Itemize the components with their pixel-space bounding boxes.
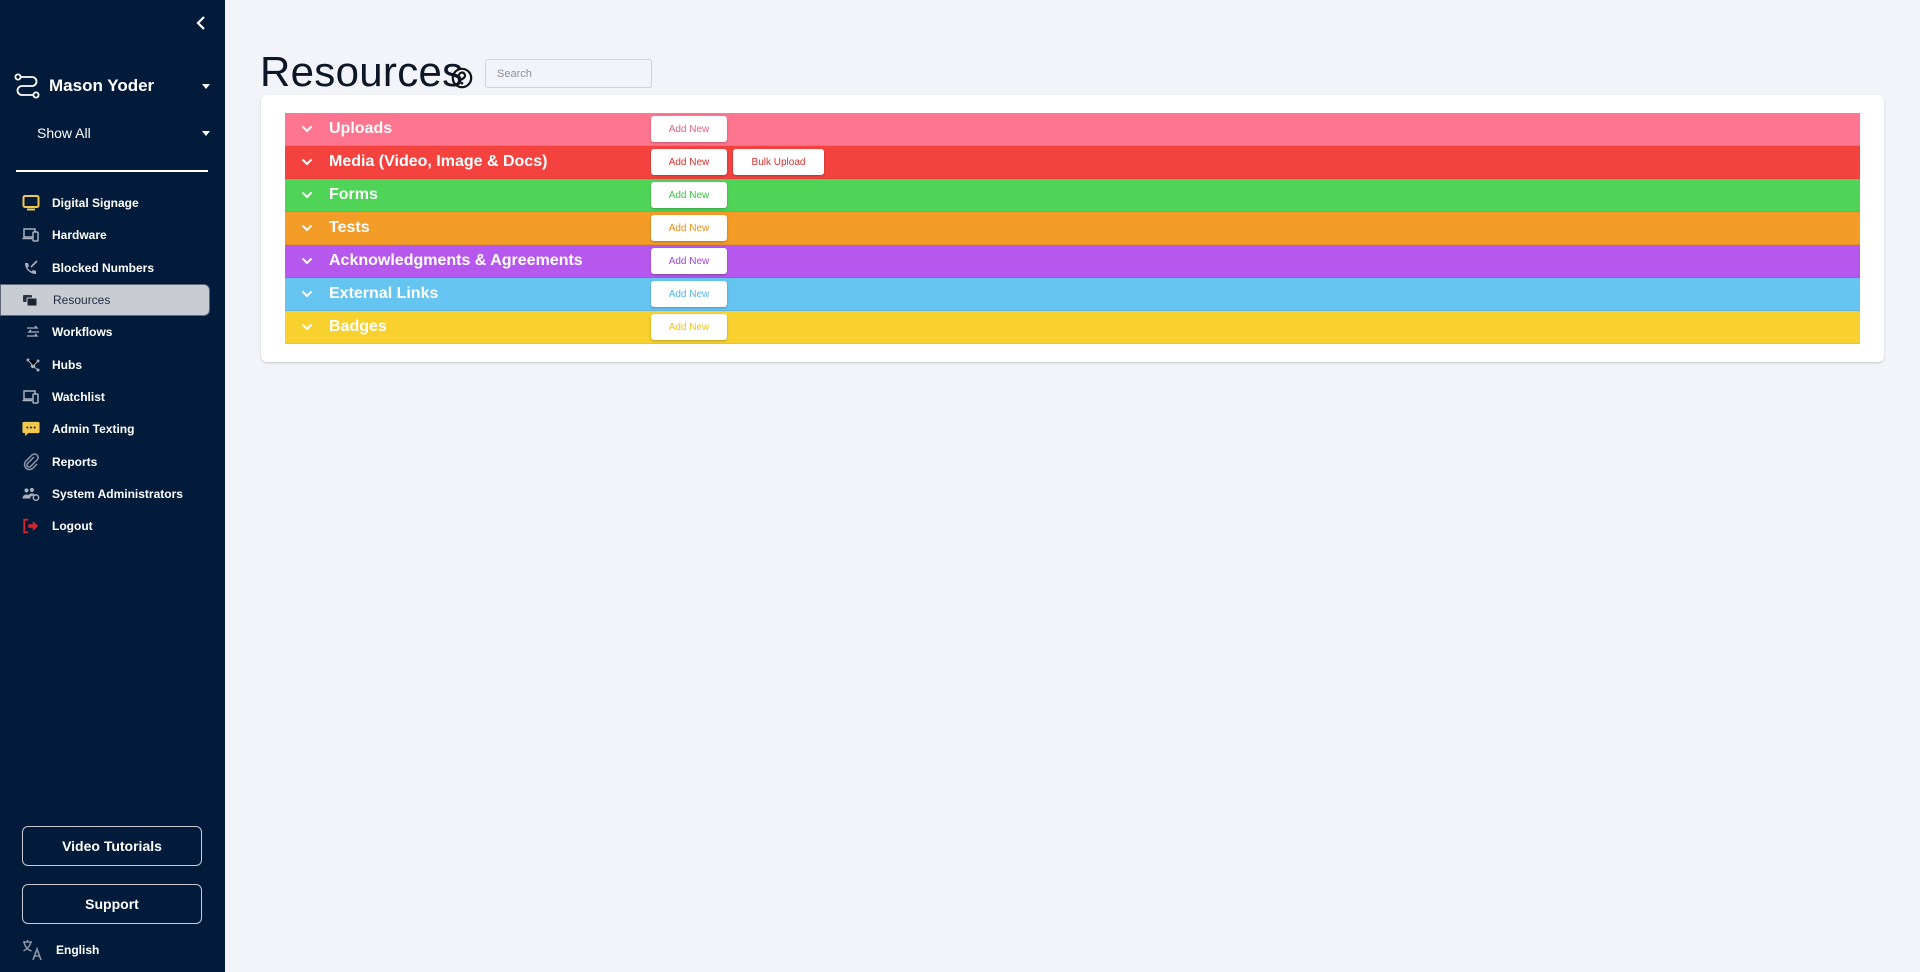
folders-icon [21,291,39,309]
add-new-button[interactable]: Add New [651,215,727,241]
add-new-button[interactable]: Add New [651,281,727,307]
bulk-upload-button[interactable]: Bulk Upload [733,149,824,175]
section-uploads: Uploads Add New [285,113,1860,146]
chevron-down-icon[interactable] [300,221,314,235]
add-new-button[interactable]: Add New [651,116,727,142]
workflow-icon [26,323,40,341]
sidebar-item-label: Hardware [52,228,107,243]
section-title[interactable]: External Links [329,285,439,302]
section-external-links: External Links Add New [285,278,1860,311]
sidebar-divider [16,170,208,172]
sidebar-item-blocked-numbers[interactable]: Blocked Numbers [0,252,225,284]
sidebar-item-label: Workflows [52,325,113,340]
sidebar: Mason Yoder Show All Digital Signage Har… [0,0,225,972]
hub-icon [26,356,40,374]
sidebar-item-logout[interactable]: Logout [0,510,225,542]
translate-icon [23,940,42,961]
collapse-sidebar-button[interactable] [192,12,210,34]
section-title[interactable]: Uploads [329,120,393,137]
section-forms: Forms Add New [285,179,1860,212]
video-tutorials-button[interactable]: Video Tutorials [22,826,202,866]
chevron-down-icon[interactable] [300,254,314,268]
caret-down-icon [202,130,210,136]
chevron-down-icon[interactable] [300,188,314,202]
language-selector[interactable]: English [22,938,99,962]
sidebar-item-label: Hubs [52,357,82,372]
organization-selector[interactable]: Mason Yoder [14,72,210,100]
resource-sections: Uploads Add New Media (Video, Image & Do… [285,113,1860,344]
users-gear-icon [22,485,40,503]
sidebar-item-watchlist[interactable]: Watchlist [0,381,225,413]
sidebar-item-admin-texting[interactable]: Admin Texting [0,413,225,445]
sidebar-item-system-administrators[interactable]: System Administrators [0,478,225,510]
support-button[interactable]: Support [22,884,202,924]
sidebar-nav: Digital Signage Hardware Blocked Numbers… [0,187,225,542]
sidebar-item-resources[interactable]: Resources [0,283,210,317]
organization-name: Mason Yoder [49,76,155,95]
search-input[interactable] [485,59,652,88]
chevron-down-icon[interactable] [300,320,314,334]
help-circle-icon[interactable] [451,67,473,89]
section-title[interactable]: Tests [329,219,370,236]
phone-blocked-icon [22,259,40,277]
sidebar-item-label: Resources [53,293,111,308]
section-media: Media (Video, Image & Docs) Add New Bulk… [285,146,1860,179]
sidebar-item-label: Digital Signage [52,196,139,211]
monitor-icon [22,194,40,212]
logout-icon [22,517,40,535]
add-new-button[interactable]: Add New [651,248,727,274]
sidebar-item-workflows[interactable]: Workflows [0,316,225,348]
sidebar-item-label: Admin Texting [52,422,135,437]
section-title[interactable]: Acknowledgments & Agreements [329,252,583,269]
devices-icon [22,226,40,244]
section-badges: Badges Add New [285,311,1860,344]
section-acknowledgments: Acknowledgments & Agreements Add New [285,245,1860,278]
sidebar-item-label: Watchlist [52,389,105,404]
route-icon [14,73,40,99]
main-content: Resources Uploads Add New Media (Video, … [225,0,1920,972]
sidebar-item-label: Reports [52,454,98,469]
section-title[interactable]: Forms [329,186,378,203]
chevron-down-icon[interactable] [300,122,314,136]
chat-icon [22,420,40,438]
sidebar-item-hubs[interactable]: Hubs [0,348,225,380]
add-new-button[interactable]: Add New [651,149,727,175]
language-label: English [56,943,100,957]
sidebar-item-hardware[interactable]: Hardware [0,219,225,251]
chevron-down-icon[interactable] [300,155,314,169]
resources-card: Uploads Add New Media (Video, Image & Do… [261,95,1884,362]
devices-icon [22,388,40,406]
section-tests: Tests Add New [285,212,1860,245]
page-title: Resources [260,48,464,95]
chevron-down-icon[interactable] [300,287,314,301]
add-new-button[interactable]: Add New [651,314,727,340]
filter-selector[interactable]: Show All [37,122,210,144]
sidebar-item-reports[interactable]: Reports [0,445,225,477]
sidebar-item-label: Logout [52,519,93,534]
sidebar-item-label: Blocked Numbers [52,260,155,275]
section-title[interactable]: Badges [329,318,387,335]
add-new-button[interactable]: Add New [651,182,727,208]
sidebar-item-label: System Administrators [52,486,183,501]
chevron-left-icon [196,16,205,30]
sidebar-item-digital-signage[interactable]: Digital Signage [0,187,225,219]
caret-down-icon [202,83,210,89]
section-title[interactable]: Media (Video, Image & Docs) [329,153,548,170]
paperclip-icon [22,452,40,471]
filter-label: Show All [37,125,91,141]
